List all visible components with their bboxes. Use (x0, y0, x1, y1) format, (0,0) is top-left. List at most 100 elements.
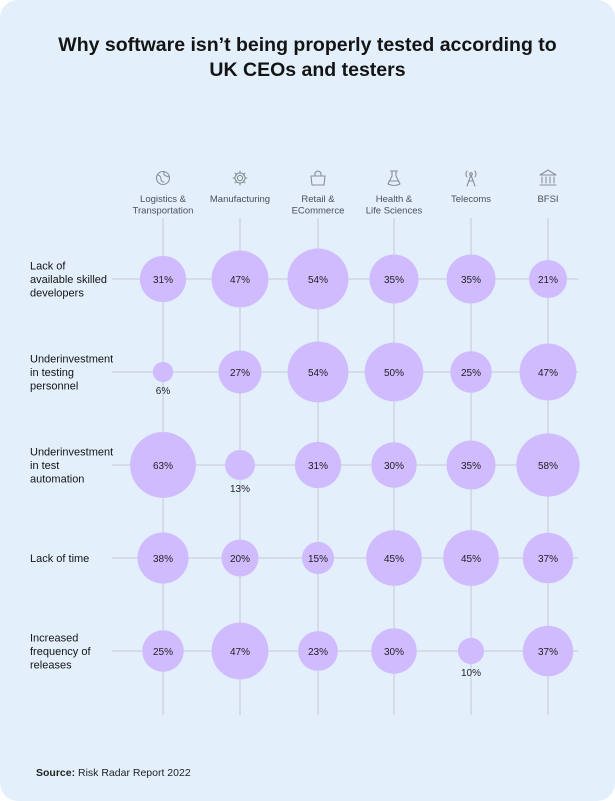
data-label: 35% (461, 461, 481, 472)
column-header: Manufacturing (210, 170, 270, 205)
data-bubble (221, 539, 259, 577)
data-bubble (446, 254, 496, 304)
data-bubble (211, 622, 269, 680)
data-label: 31% (153, 275, 173, 286)
column-header-label: Manufacturing (210, 194, 270, 205)
data-bubble (446, 440, 496, 490)
row-label: Lack of time (30, 553, 89, 565)
data-bubble (298, 631, 338, 671)
data-label: 13% (230, 484, 250, 495)
data-label: 35% (461, 275, 481, 286)
row-label-line: Lack of (30, 261, 66, 273)
column-header-label: Logistics & (140, 194, 187, 205)
data-label: 35% (384, 275, 404, 286)
data-bubble (130, 432, 196, 498)
data-bubble (369, 254, 419, 304)
data-bubble (522, 625, 574, 677)
data-label: 38% (153, 554, 173, 565)
column-header: Telecoms (451, 170, 491, 205)
shopping-bag-icon (310, 170, 326, 186)
data-bubble (294, 441, 342, 489)
data-label: 6% (156, 386, 171, 397)
data-bubble (142, 630, 184, 672)
column-header: BFSI (537, 169, 559, 205)
data-label: 30% (384, 647, 404, 658)
row-label-line: frequency of (30, 646, 91, 658)
data-bubble (371, 628, 417, 674)
data-label: 54% (308, 275, 328, 286)
data-bubble (457, 637, 485, 665)
bank-icon (539, 169, 557, 186)
source-text: Risk Radar Report 2022 (78, 767, 191, 779)
gear-icon (232, 170, 248, 186)
row-label-line: in test (30, 460, 59, 472)
column-header-label: Health & (376, 194, 413, 205)
row-label-line: available skilled (30, 274, 107, 286)
row-label-line: Underinvestment (30, 354, 113, 366)
data-label: 20% (230, 554, 250, 565)
chart-title-line: UK CEOs and testers (209, 59, 406, 81)
data-bubble (364, 342, 424, 402)
data-label: 45% (461, 554, 481, 565)
data-bubble (211, 250, 269, 308)
data-bubble (152, 361, 174, 383)
row-label-line: personnel (30, 381, 78, 393)
data-label: 25% (153, 647, 173, 658)
row-label-line: automation (30, 474, 84, 486)
column-header-label: Telecoms (451, 194, 491, 205)
column-header: Retail &ECommerce (292, 170, 345, 217)
row-label-line: releases (30, 660, 72, 672)
chart-title: Why software isn’t being properly tested… (20, 33, 595, 83)
data-label: 50% (384, 368, 404, 379)
data-bubble (450, 351, 492, 393)
source-label: Source: (36, 767, 76, 779)
data-label: 30% (384, 461, 404, 472)
column-header-label: Transportation (133, 206, 194, 217)
chart-title-line: Why software isn’t being properly tested… (58, 34, 557, 56)
row-label-line: Underinvestment (30, 447, 113, 459)
data-label: 47% (538, 368, 558, 379)
column-header-label: Life Sciences (366, 206, 423, 217)
antenna-icon (465, 170, 477, 187)
data-label: 58% (538, 461, 558, 472)
globe-icon (155, 170, 171, 186)
data-bubble (301, 541, 335, 575)
data-bubble (522, 532, 574, 584)
data-label: 23% (308, 647, 328, 658)
column-header-label: ECommerce (292, 206, 345, 217)
data-label: 45% (384, 554, 404, 565)
source-note: Source: Risk Radar Report 2022 (36, 767, 191, 779)
data-label: 27% (230, 368, 250, 379)
data-label: 54% (308, 368, 328, 379)
row-label-line: in testing (30, 367, 74, 379)
data-bubble (519, 343, 577, 401)
row-label-line: Lack of time (30, 553, 89, 565)
column-header: Health &Life Sciences (366, 170, 423, 217)
data-label: 21% (538, 275, 558, 286)
column-header: Logistics &Transportation (133, 170, 194, 217)
data-label: 63% (153, 461, 173, 472)
data-bubble (225, 450, 255, 480)
flask-icon (387, 170, 401, 187)
data-label: 37% (538, 554, 558, 565)
data-bubble (371, 442, 417, 488)
data-label: 25% (461, 368, 481, 379)
column-header-label: BFSI (537, 194, 558, 205)
data-label: 37% (538, 647, 558, 658)
data-label: 47% (230, 647, 250, 658)
data-bubble (137, 532, 189, 584)
data-label: 47% (230, 275, 250, 286)
row-label-line: Increased (30, 633, 78, 645)
data-bubble (139, 255, 187, 303)
data-bubble (287, 248, 349, 310)
data-bubble (516, 433, 580, 497)
data-bubble (528, 259, 568, 299)
data-label: 15% (308, 554, 328, 565)
data-label: 10% (461, 668, 481, 679)
column-header-label: Retail & (301, 194, 335, 205)
